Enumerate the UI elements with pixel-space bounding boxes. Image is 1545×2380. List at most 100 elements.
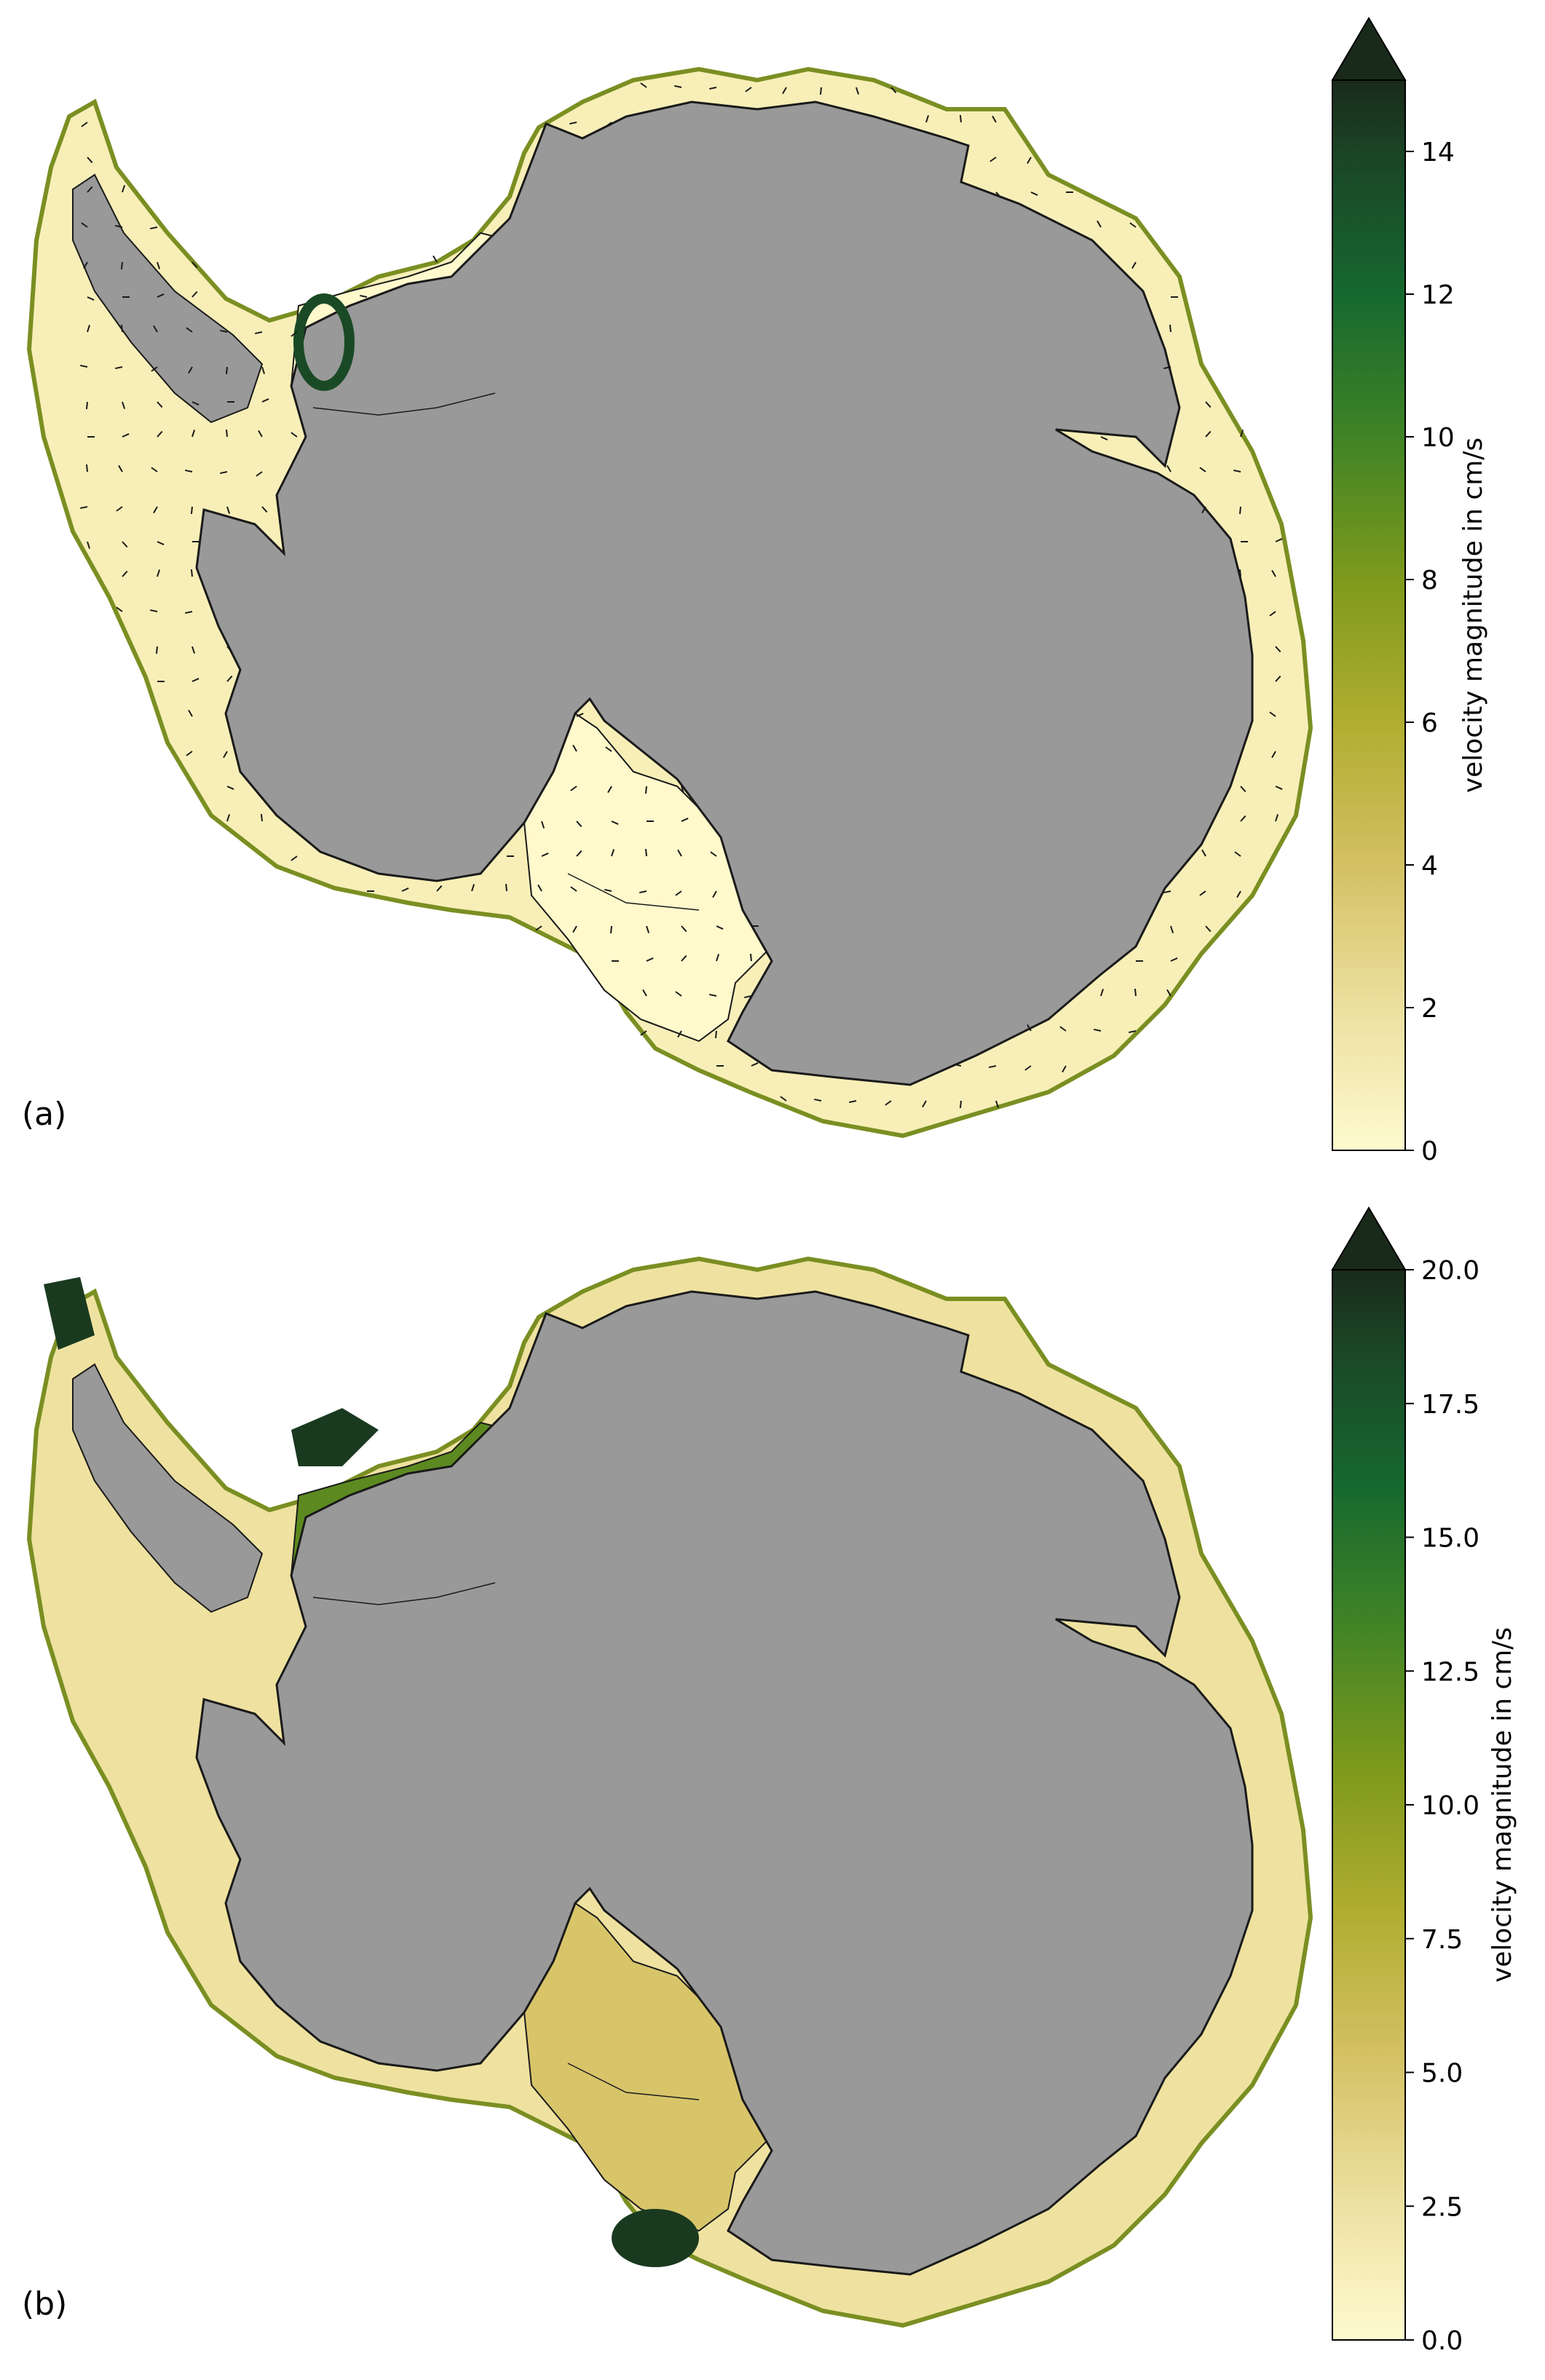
quiver-arrow: [1062, 1065, 1067, 1073]
quiver-arrow: [291, 432, 298, 438]
quiver-arrow: [122, 185, 126, 193]
colorbar-title: velocity magnitude in cm/s: [1487, 1627, 1517, 1982]
colorbar-a: 0 2 4 6 8 10 12 14 velocity magnitude in cm/s: [1331, 17, 1488, 1166]
panel-label: (a): [22, 1096, 67, 1133]
quiver-arrow: [1201, 849, 1206, 857]
peninsula-tip-fast: [44, 1277, 95, 1350]
quiver-arrow: [1030, 191, 1038, 196]
quiver-arrow: [856, 87, 860, 95]
quiver-arrow: [1271, 751, 1276, 759]
quiver-arrow: [87, 296, 95, 301]
quiver-arrow: [157, 541, 165, 545]
colorbar-bar: [1332, 79, 1406, 1151]
quiver-arrow: [677, 1030, 682, 1038]
quiver-arrow: [186, 751, 193, 756]
quiver-arrow: [80, 364, 88, 368]
antarctica-land: [195, 1290, 1254, 2276]
quiver-arrow: [226, 814, 231, 822]
quiver-arrow: [674, 84, 682, 88]
quiver-arrow: [1094, 1028, 1102, 1032]
quiver-arrow: [541, 821, 545, 829]
quiver-arrow: [157, 293, 165, 298]
quiver-arrow: [436, 885, 443, 892]
panel-b: 0.0 2.5 5.0 7.5 10.0 12.5 15.0 17.5 20.0 velocit…: [0, 1190, 1545, 2380]
peninsula: [72, 173, 264, 424]
quiver-arrow: [122, 570, 128, 577]
quiver-arrow: [640, 1030, 647, 1036]
quiver-arrow: [1201, 506, 1206, 514]
colorbar-extend-arrow: [1331, 1206, 1407, 1270]
quiver-arrow: [925, 115, 930, 123]
colorbar-bar: [1332, 1269, 1406, 2341]
quiver-arrow: [1275, 538, 1283, 542]
colorbar-tick-label: 4: [1421, 851, 1438, 881]
quiver-arrow: [1129, 222, 1137, 228]
quiver-arrow: [1129, 1030, 1137, 1034]
quiver-arrow: [712, 890, 717, 898]
quiver-arrow: [959, 114, 962, 123]
quiver-arrow: [432, 255, 438, 263]
panel-a: 0 2 4 6 8 10 12 14 velocity magnitude in cm/s (…: [22, 17, 1488, 1166]
quiver-arrow: [150, 226, 158, 230]
colorbar-tick-label: 2: [1421, 994, 1438, 1024]
quiver-arrow: [644, 848, 647, 857]
quiver-arrow: [751, 1062, 759, 1067]
quiver-arrow: [604, 888, 612, 892]
quiver-arrow: [995, 1100, 1000, 1108]
quiver-arrow: [1169, 324, 1171, 333]
colorbar-tick-label: 0.0: [1421, 2326, 1463, 2356]
quiver-arrow: [709, 87, 717, 90]
quiver-arrow: [260, 813, 263, 822]
quiver-arrow: [1240, 815, 1246, 822]
colorbar-title: velocity magnitude in cm/s: [1458, 438, 1488, 793]
quiver-arrow: [611, 849, 615, 857]
quiver-arrow: [185, 469, 193, 473]
quiver-arrow: [644, 786, 647, 794]
quiver-arrow: [681, 818, 689, 822]
colorbar-tick-label: 10.0: [1421, 1791, 1479, 1821]
quiver-arrow: [1027, 157, 1032, 165]
quiver-arrow: [226, 675, 233, 682]
quiver-arrow: [1170, 957, 1178, 962]
quiver-arrow: [191, 290, 198, 298]
quiver-arrow: [639, 890, 647, 894]
quiver-arrow: [220, 329, 228, 333]
quiver-arrow: [1275, 814, 1279, 822]
quiver-arrow: [83, 261, 88, 269]
quiver-arrow: [81, 222, 88, 228]
quiver-arrow: [1205, 401, 1212, 408]
quiver-arrow: [157, 401, 163, 408]
quiver-arrow: [1199, 890, 1206, 896]
quiver-arrow: [122, 401, 126, 409]
colorbar-tick-label: 17.5: [1421, 1390, 1479, 1420]
grounding-line: [312, 392, 700, 911]
quiver-arrow: [681, 925, 687, 933]
quiver-arrow: [1275, 786, 1283, 790]
quiver-arrow: [116, 606, 123, 612]
quiver-arrow: [1024, 1065, 1032, 1071]
quiver-arrow: [1027, 1024, 1032, 1032]
colorbar-tick-label: 12: [1421, 280, 1455, 310]
quiver-arrow: [471, 884, 475, 892]
quiver-arrow: [572, 744, 577, 752]
quiver-arrow: [1100, 436, 1108, 440]
map-a: 0 2 4 6 8 10 12 14 velocity magnitude in cm/s: [26, 17, 1488, 1166]
quiver-arrow: [185, 611, 193, 614]
quiver-arrow: [681, 786, 685, 794]
quiver-arrow: [226, 506, 231, 514]
quiver-arrow: [780, 1096, 787, 1102]
colorbar-extend-arrow: [1331, 17, 1407, 81]
quiver-arrow: [1269, 711, 1276, 717]
quiver-arrow: [1240, 786, 1246, 793]
quiver-arrow: [1205, 925, 1212, 933]
quiver-arrow: [191, 261, 198, 269]
quiver-arrow: [153, 325, 158, 333]
quiver-arrow: [157, 261, 161, 269]
colorbar-tick-label: 5.0: [1421, 2059, 1463, 2089]
quiver-arrow: [191, 430, 196, 438]
quiver-arrow: [1238, 569, 1241, 577]
quiver-arrow: [992, 115, 997, 123]
colorbar-tick-label: 14: [1421, 138, 1455, 167]
colorbar-tick-label: 6: [1421, 708, 1438, 738]
quiver-arrow: [576, 850, 582, 857]
